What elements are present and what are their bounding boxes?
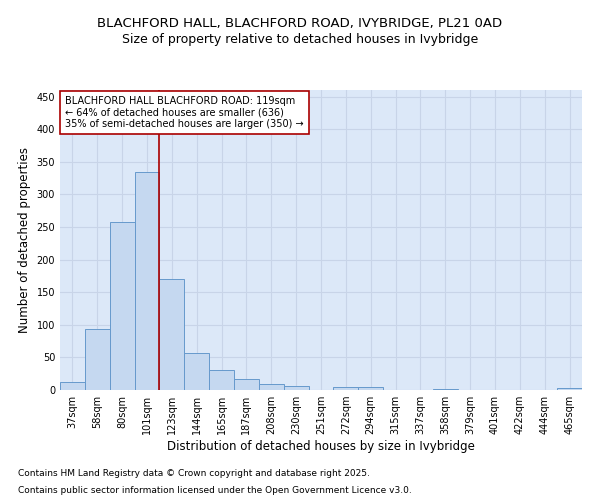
Bar	[160, 279, 184, 390]
Text: BLACHFORD HALL, BLACHFORD ROAD, IVYBRIDGE, PL21 0AD: BLACHFORD HALL, BLACHFORD ROAD, IVYBRIDG…	[97, 18, 503, 30]
Bar	[284, 386, 308, 390]
Bar	[234, 379, 259, 390]
Text: BLACHFORD HALL BLACHFORD ROAD: 119sqm
← 64% of detached houses are smaller (636): BLACHFORD HALL BLACHFORD ROAD: 119sqm ← …	[65, 96, 304, 129]
Text: Contains public sector information licensed under the Open Government Licence v3: Contains public sector information licen…	[18, 486, 412, 495]
Bar	[334, 386, 358, 390]
Bar	[259, 384, 284, 390]
Text: Size of property relative to detached houses in Ivybridge: Size of property relative to detached ho…	[122, 32, 478, 46]
Bar	[134, 172, 160, 390]
Bar	[557, 388, 582, 390]
X-axis label: Distribution of detached houses by size in Ivybridge: Distribution of detached houses by size …	[167, 440, 475, 453]
Bar	[85, 330, 110, 390]
Bar	[184, 353, 209, 390]
Bar	[110, 222, 134, 390]
Bar	[209, 370, 234, 390]
Text: Contains HM Land Registry data © Crown copyright and database right 2025.: Contains HM Land Registry data © Crown c…	[18, 468, 370, 477]
Bar	[358, 386, 383, 390]
Bar	[433, 388, 458, 390]
Y-axis label: Number of detached properties: Number of detached properties	[18, 147, 31, 333]
Bar	[60, 382, 85, 390]
